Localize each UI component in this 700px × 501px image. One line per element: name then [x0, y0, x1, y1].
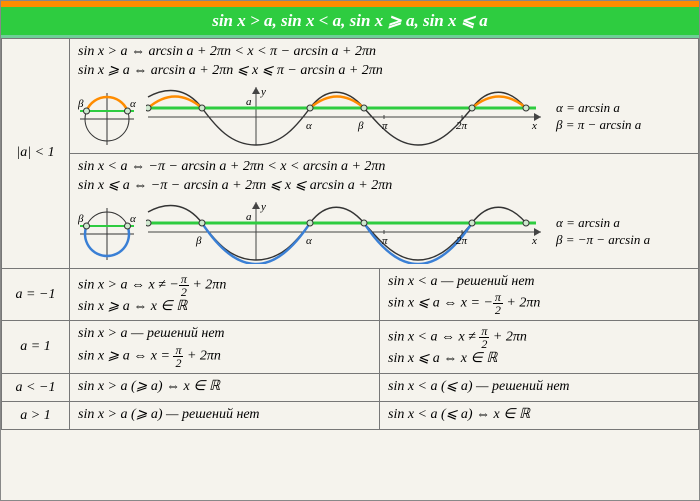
table-row: a > 1 sin x > a (⩾ a) — решений нет sin …	[2, 402, 699, 430]
text: sin x ⩾ a ⇔ x =	[78, 349, 173, 364]
content-cell: sin x < a — решений нет sin x ⩽ a ⇔ x = …	[380, 268, 699, 321]
content-cell: sin x < a (⩽ a) — решений нет	[380, 374, 699, 402]
formula-line: sin x ⩽ a ⇔ x = −π2 + 2πn	[388, 291, 690, 316]
content-cell: sin x > a ⇔ x ≠ −π2 + 2πn sin x ⩾ a ⇔ x …	[70, 268, 380, 321]
unit-circle-lower: α β	[78, 204, 136, 260]
text: sin x ⩽ a ⇔ x = −	[388, 296, 493, 311]
condition-cell: |a| < 1	[2, 39, 70, 269]
condition-cell: a < −1	[2, 374, 70, 402]
fraction: π2	[479, 325, 489, 350]
fraction: π2	[179, 273, 189, 298]
content-cell: sin x < a ⇔ −π − arcsin a + 2πn < x < ar…	[70, 153, 699, 268]
page-title: sin x > a, sin x < a, sin x ⩾ a, sin x ⩽…	[1, 1, 699, 38]
text: + 2πn	[183, 349, 220, 364]
formula-line: sin x ⩾ a ⇔ x = π2 + 2πn	[78, 344, 371, 369]
content-cell: sin x > a (⩾ a) ⇔ x ∈ ℝ	[70, 374, 380, 402]
svg-text:y: y	[260, 86, 266, 98]
svg-text:β: β	[78, 98, 84, 110]
legend-line: β = −π − arcsin a	[556, 232, 650, 249]
svg-text:α: α	[130, 98, 136, 110]
text: sin x < a ⇔ x ≠	[388, 330, 479, 345]
content-cell: sin x > a (⩾ a) — решений нет	[70, 402, 380, 430]
legend-line: α = arcsin a	[556, 215, 650, 232]
graph-row: α β	[78, 85, 690, 149]
formula-line: sin x ⩽ a ⇔ x ∈ ℝ	[388, 350, 690, 369]
formula-line: sin x > a — решений нет	[78, 325, 371, 344]
svg-text:α: α	[130, 213, 136, 225]
graph-legend: α = arcsin a β = π − arcsin a	[556, 100, 641, 134]
svg-text:π: π	[382, 120, 388, 132]
formula-line: sin x < a ⇔ x ≠ π2 + 2πn	[388, 325, 690, 350]
condition-cell: a = 1	[2, 321, 70, 374]
svg-text:β: β	[78, 213, 84, 225]
svg-text:x: x	[531, 120, 537, 132]
content-cell: sin x > a ⇔ arcsin a + 2πn < x < π − arc…	[70, 39, 699, 154]
graph-legend: α = arcsin a β = −π − arcsin a	[556, 215, 650, 249]
condition-cell: a = −1	[2, 268, 70, 321]
table-row: |a| < 1 sin x > a ⇔ arcsin a + 2πn < x <…	[2, 39, 699, 154]
svg-text:a: a	[246, 211, 252, 223]
formula-line: sin x < a — решений нет	[388, 273, 690, 292]
page: sin x > a, sin x < a, sin x ⩾ a, sin x ⩽…	[0, 0, 700, 501]
fraction: π2	[173, 344, 183, 369]
table-row: sin x < a ⇔ −π − arcsin a + 2πn < x < ar…	[2, 153, 699, 268]
svg-text:x: x	[531, 235, 537, 247]
content-cell: sin x > a — решений нет sin x ⩾ a ⇔ x = …	[70, 321, 380, 374]
formula-line: sin x > a ⇔ arcsin a + 2πn < x < π − arc…	[78, 43, 690, 62]
content-cell: sin x < a ⇔ x ≠ π2 + 2πn sin x ⩽ a ⇔ x ∈…	[380, 321, 699, 374]
formula-line: sin x ⩽ a ⇔ −π − arcsin a + 2πn ⩽ x ⩽ ar…	[78, 177, 690, 196]
formula-line: sin x ⩾ a ⇔ x ∈ ℝ	[78, 298, 371, 317]
svg-text:π: π	[382, 235, 388, 247]
reference-table: |a| < 1 sin x > a ⇔ arcsin a + 2πn < x <…	[1, 38, 699, 430]
content-cell: sin x < a (⩽ a) ⇔ x ∈ ℝ	[380, 402, 699, 430]
svg-text:α: α	[306, 235, 312, 247]
svg-text:2π: 2π	[456, 120, 468, 132]
legend-line: β = π − arcsin a	[556, 117, 641, 134]
formula-line: sin x ⩾ a ⇔ arcsin a + 2πn ⩽ x ⩽ π − arc…	[78, 62, 690, 81]
sine-wave-lower: a y x α β π 2π	[146, 200, 546, 264]
svg-text:2π: 2π	[456, 235, 468, 247]
svg-text:a: a	[246, 96, 252, 108]
text: + 2πn	[489, 330, 526, 345]
svg-text:α: α	[306, 120, 312, 132]
formula-line: sin x < a ⇔ −π − arcsin a + 2πn < x < ar…	[78, 158, 690, 177]
text: + 2πn	[503, 296, 540, 311]
svg-text:y: y	[260, 201, 266, 213]
unit-circle-upper: α β	[78, 89, 136, 145]
text: sin x > a ⇔ x ≠ −	[78, 277, 179, 292]
sine-wave-upper: a y x α β π 2π	[146, 85, 546, 149]
fraction: π2	[493, 291, 503, 316]
svg-text:β: β	[357, 120, 364, 132]
condition-cell: a > 1	[2, 402, 70, 430]
table-row: a < −1 sin x > a (⩾ a) ⇔ x ∈ ℝ sin x < a…	[2, 374, 699, 402]
legend-line: α = arcsin a	[556, 100, 641, 117]
table-row: a = 1 sin x > a — решений нет sin x ⩾ a …	[2, 321, 699, 374]
formula-line: sin x > a ⇔ x ≠ −π2 + 2πn	[78, 273, 371, 298]
text: + 2πn	[189, 277, 226, 292]
table-row: a = −1 sin x > a ⇔ x ≠ −π2 + 2πn sin x ⩾…	[2, 268, 699, 321]
svg-text:β: β	[195, 235, 202, 247]
graph-row: α β	[78, 200, 690, 264]
